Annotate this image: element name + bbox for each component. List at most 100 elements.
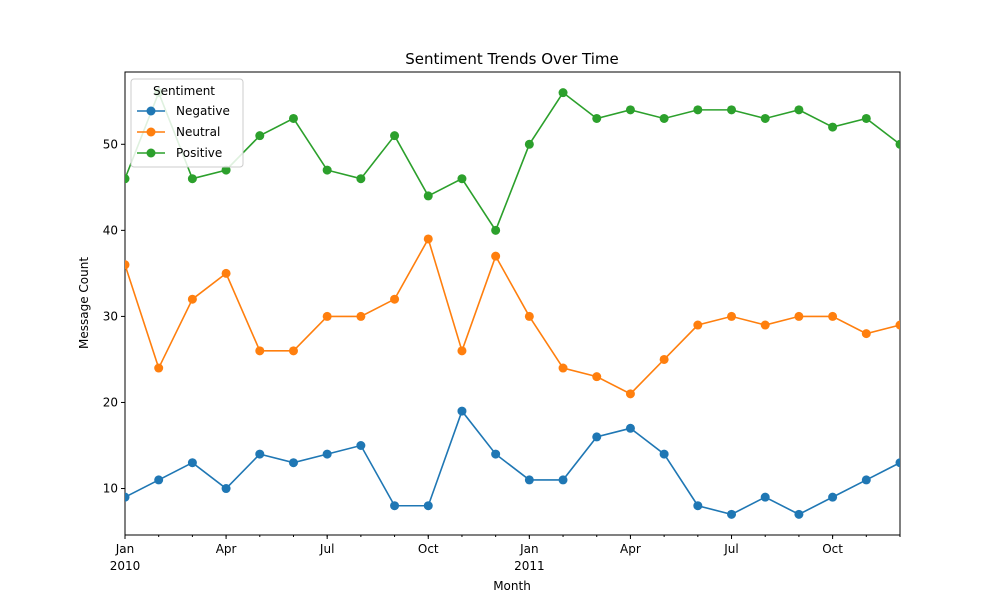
y-tick-label: 40 [103, 223, 118, 237]
x-tick-label: Jul [319, 542, 334, 556]
data-point-positive [760, 113, 770, 123]
x-tick-label: Apr [216, 542, 237, 556]
y-axis-label: Message Count [77, 257, 91, 349]
data-point-positive [895, 139, 900, 149]
series-neutral [125, 234, 900, 399]
data-point-positive [592, 113, 602, 123]
series-line-positive [125, 90, 900, 233]
x-axis-label: Month [493, 579, 531, 593]
series-line-neutral [125, 236, 900, 395]
plot-frame [124, 71, 901, 536]
data-point-neutral [693, 320, 703, 330]
data-point-negative [154, 475, 164, 485]
data-point-neutral [356, 311, 366, 321]
data-point-positive [727, 105, 737, 115]
y-tick-label: 30 [103, 309, 118, 323]
legend-label: Negative [176, 104, 230, 118]
legend-label: Neutral [176, 125, 220, 139]
data-point-negative [693, 501, 703, 511]
data-point-negative [828, 492, 838, 502]
x-tick-label: Oct [822, 542, 843, 556]
legend-box [130, 78, 244, 168]
data-point-positive [255, 131, 265, 141]
y-tick-label: 20 [103, 395, 118, 409]
legend-title: Sentiment [153, 84, 215, 98]
data-point-negative [221, 484, 231, 494]
data-point-negative [760, 492, 770, 502]
data-point-negative [125, 492, 130, 502]
legend-item-positive: Positive [137, 146, 222, 160]
data-point-negative [491, 449, 501, 459]
data-point-negative [288, 458, 298, 468]
data-point-neutral [659, 354, 669, 364]
data-point-negative [558, 475, 568, 485]
data-point-neutral [187, 294, 197, 304]
data-point-neutral [828, 311, 838, 321]
data-point-negative [659, 449, 669, 459]
data-point-neutral [895, 320, 900, 330]
data-point-positive [221, 165, 231, 175]
series-negative [125, 406, 900, 519]
data-point-negative [727, 509, 737, 519]
data-point-negative [423, 501, 433, 511]
data-point-negative [861, 475, 871, 485]
data-point-positive [524, 139, 534, 149]
data-point-positive [125, 174, 130, 184]
data-point-positive [794, 105, 804, 115]
chart-title: Sentiment Trends Over Time [405, 50, 619, 68]
data-point-positive [356, 174, 366, 184]
data-point-positive [558, 88, 568, 98]
data-point-neutral [794, 311, 804, 321]
data-point-positive [693, 105, 703, 115]
data-point-negative [187, 458, 197, 468]
legend-marker [146, 127, 156, 137]
data-point-negative [625, 423, 635, 433]
data-point-positive [187, 174, 197, 184]
legend: Sentiment Negative Neutral Positive [130, 78, 244, 168]
data-point-positive [861, 113, 871, 123]
data-point-positive [625, 105, 635, 115]
data-point-negative [794, 509, 804, 519]
data-point-positive [322, 165, 332, 175]
data-point-neutral [457, 346, 467, 356]
legend-item-neutral: Neutral [137, 125, 220, 139]
series-line-negative [125, 409, 900, 516]
data-point-positive [659, 113, 669, 123]
data-point-negative [356, 440, 366, 450]
data-point-neutral [154, 363, 164, 373]
x-tick-year-label: 2011 [514, 559, 545, 573]
data-point-positive [828, 122, 838, 132]
data-point-neutral [255, 346, 265, 356]
data-point-neutral [423, 234, 433, 244]
data-point-positive [390, 131, 400, 141]
x-tick-label: Jan [519, 542, 539, 556]
data-point-neutral [322, 311, 332, 321]
data-point-neutral [125, 260, 130, 270]
x-tick-label: Jul [723, 542, 738, 556]
data-point-neutral [491, 251, 501, 261]
data-point-neutral [625, 389, 635, 399]
data-point-positive [288, 113, 298, 123]
legend-marker [146, 106, 156, 116]
y-tick-label: 50 [103, 137, 118, 151]
y-tick-label: 10 [103, 482, 118, 496]
data-point-neutral [524, 311, 534, 321]
data-point-neutral [390, 294, 400, 304]
x-tick-year-label: 2010 [110, 559, 141, 573]
data-point-negative [895, 458, 900, 468]
data-point-negative [255, 449, 265, 459]
data-point-neutral [592, 372, 602, 382]
legend-marker [146, 148, 156, 158]
data-point-neutral [727, 311, 737, 321]
data-point-negative [322, 449, 332, 459]
x-tick-label: Apr [620, 542, 641, 556]
data-point-neutral [558, 363, 568, 373]
data-point-neutral [760, 320, 770, 330]
data-point-neutral [221, 268, 231, 278]
data-point-neutral [861, 329, 871, 339]
data-point-negative [390, 501, 400, 511]
data-point-negative [457, 406, 467, 416]
x-tick-label: Oct [418, 542, 439, 556]
data-point-positive [491, 225, 501, 235]
